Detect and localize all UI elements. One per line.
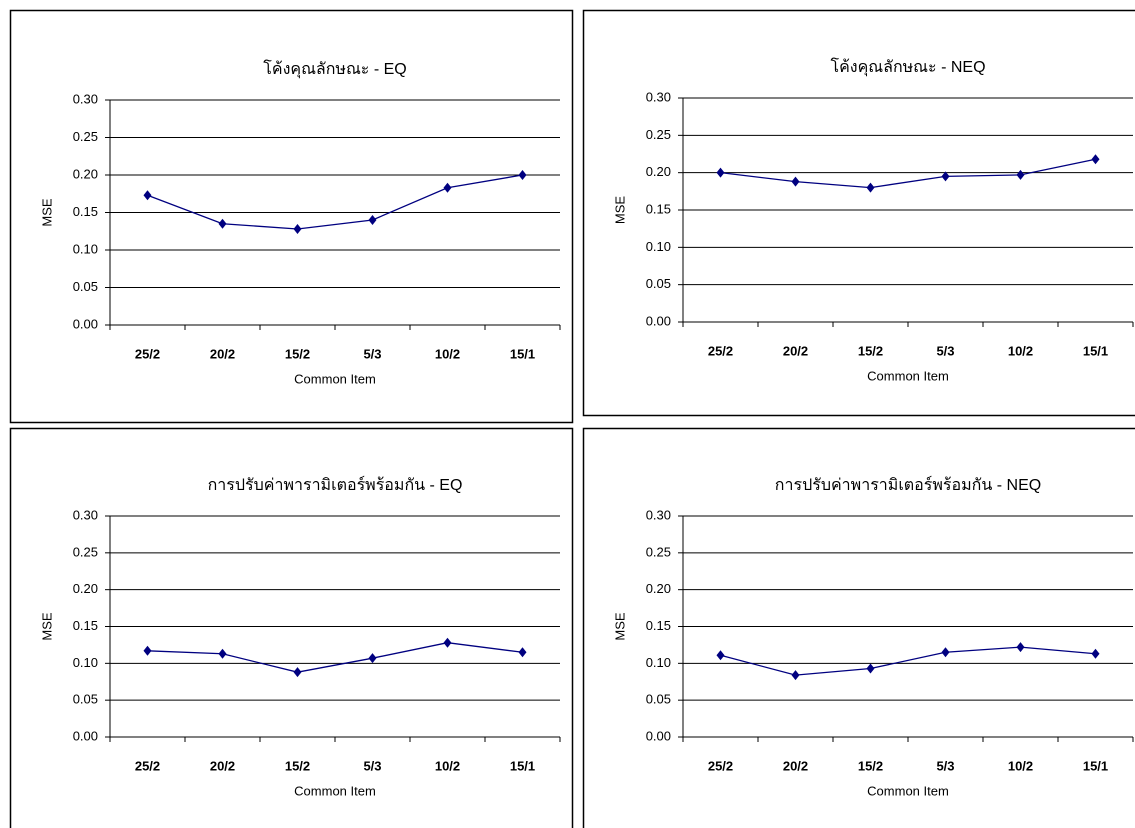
x-tick-label: 15/2 bbox=[285, 758, 310, 773]
data-point bbox=[444, 638, 452, 648]
page: โค้งคุณลักษณะ - EQ 0.00 0.05 0.10 0.15 0.20 0.… bbox=[0, 0, 1135, 828]
data-point bbox=[942, 647, 950, 657]
x-tick-label: 10/2 bbox=[1008, 758, 1033, 773]
data-point bbox=[792, 670, 800, 680]
data-point bbox=[444, 183, 452, 193]
y-tick-label: 0.20 bbox=[646, 164, 671, 179]
data-line bbox=[721, 159, 1096, 187]
y-tick-label: 0.10 bbox=[646, 655, 671, 670]
x-tick-label: 25/2 bbox=[708, 343, 733, 358]
y-tick-label: 0.05 bbox=[646, 276, 671, 291]
x-tick-label: 15/2 bbox=[858, 343, 883, 358]
x-tick-label: 10/2 bbox=[1008, 343, 1033, 358]
x-tick-label: 15/1 bbox=[510, 758, 535, 773]
data-point bbox=[1092, 649, 1100, 659]
y-tick-label: 0.30 bbox=[73, 507, 98, 522]
y-tick-label: 0.20 bbox=[73, 166, 98, 181]
y-axis-label: MSE bbox=[612, 196, 627, 225]
x-tick-label: 5/3 bbox=[936, 758, 954, 773]
y-tick-label: 0.05 bbox=[646, 692, 671, 707]
x-axis-label: Common Item bbox=[867, 783, 949, 798]
data-point bbox=[867, 663, 875, 673]
data-point bbox=[717, 650, 725, 660]
data-point bbox=[294, 224, 302, 234]
y-tick-label: 0.25 bbox=[73, 544, 98, 559]
data-point bbox=[519, 170, 527, 180]
x-tick-label: 25/2 bbox=[135, 346, 160, 361]
data-point bbox=[219, 219, 227, 229]
y-tick-label: 0.05 bbox=[73, 692, 98, 707]
data-point bbox=[792, 177, 800, 187]
x-tick-label: 20/2 bbox=[783, 343, 808, 358]
data-point bbox=[519, 647, 527, 657]
chart-title: โค้งคุณลักษณะ - NEQ bbox=[830, 57, 985, 77]
y-tick-label: 0.30 bbox=[73, 91, 98, 106]
y-tick-label: 0.25 bbox=[646, 127, 671, 142]
y-tick-label: 0.30 bbox=[646, 507, 671, 522]
data-point bbox=[369, 215, 377, 225]
data-point bbox=[369, 653, 377, 663]
chart-title: โค้งคุณลักษณะ - EQ bbox=[263, 59, 406, 79]
data-point bbox=[1092, 154, 1100, 164]
y-tick-label: 0.25 bbox=[646, 544, 671, 559]
y-tick-label: 0.05 bbox=[73, 279, 98, 294]
data-line bbox=[148, 175, 523, 229]
x-axis-label: Common Item bbox=[867, 368, 949, 383]
x-tick-label: 10/2 bbox=[435, 346, 460, 361]
x-tick-label: 15/1 bbox=[1083, 343, 1108, 358]
y-tick-label: 0.15 bbox=[646, 618, 671, 633]
y-axis-label: MSE bbox=[39, 612, 54, 641]
x-tick-label: 15/2 bbox=[285, 346, 310, 361]
y-tick-label: 0.20 bbox=[646, 581, 671, 596]
x-tick-label: 25/2 bbox=[135, 758, 160, 773]
x-tick-label: 5/3 bbox=[936, 343, 954, 358]
y-tick-label: 0.15 bbox=[646, 201, 671, 216]
data-point bbox=[717, 168, 725, 178]
y-tick-label: 0.25 bbox=[73, 129, 98, 144]
data-line bbox=[721, 647, 1096, 675]
y-tick-label: 0.00 bbox=[646, 313, 671, 328]
y-axis-label: MSE bbox=[39, 198, 54, 227]
data-point bbox=[144, 646, 152, 656]
y-tick-label: 0.00 bbox=[73, 316, 98, 331]
y-tick-label: 0.10 bbox=[646, 239, 671, 254]
x-axis-label: Common Item bbox=[294, 783, 376, 798]
data-point bbox=[144, 190, 152, 200]
y-tick-label: 0.15 bbox=[73, 204, 98, 219]
x-tick-label: 20/2 bbox=[210, 758, 235, 773]
data-point bbox=[867, 183, 875, 193]
x-tick-label: 5/3 bbox=[363, 346, 381, 361]
x-tick-label: 25/2 bbox=[708, 758, 733, 773]
x-tick-label: 10/2 bbox=[435, 758, 460, 773]
x-tick-label: 15/1 bbox=[510, 346, 535, 361]
data-point bbox=[1017, 642, 1025, 652]
data-line bbox=[148, 643, 523, 672]
x-tick-label: 5/3 bbox=[363, 758, 381, 773]
y-tick-label: 0.00 bbox=[73, 728, 98, 743]
y-tick-label: 0.10 bbox=[73, 655, 98, 670]
x-tick-label: 20/2 bbox=[783, 758, 808, 773]
y-tick-label: 0.30 bbox=[646, 89, 671, 104]
data-point bbox=[294, 667, 302, 677]
x-tick-label: 20/2 bbox=[210, 346, 235, 361]
y-tick-label: 0.00 bbox=[646, 728, 671, 743]
y-tick-label: 0.10 bbox=[73, 241, 98, 256]
data-point bbox=[219, 649, 227, 659]
y-axis-label: MSE bbox=[612, 612, 627, 641]
y-tick-label: 0.20 bbox=[73, 581, 98, 596]
x-axis-label: Common Item bbox=[294, 371, 376, 386]
y-tick-label: 0.15 bbox=[73, 618, 98, 633]
chart-title: การปรับค่าพารามิเตอร์พร้อมกัน - NEQ bbox=[775, 475, 1041, 494]
data-point bbox=[1017, 170, 1025, 180]
x-tick-label: 15/2 bbox=[858, 758, 883, 773]
chart-title: การปรับค่าพารามิเตอร์พร้อมกัน - EQ bbox=[208, 475, 463, 494]
x-tick-label: 15/1 bbox=[1083, 758, 1108, 773]
